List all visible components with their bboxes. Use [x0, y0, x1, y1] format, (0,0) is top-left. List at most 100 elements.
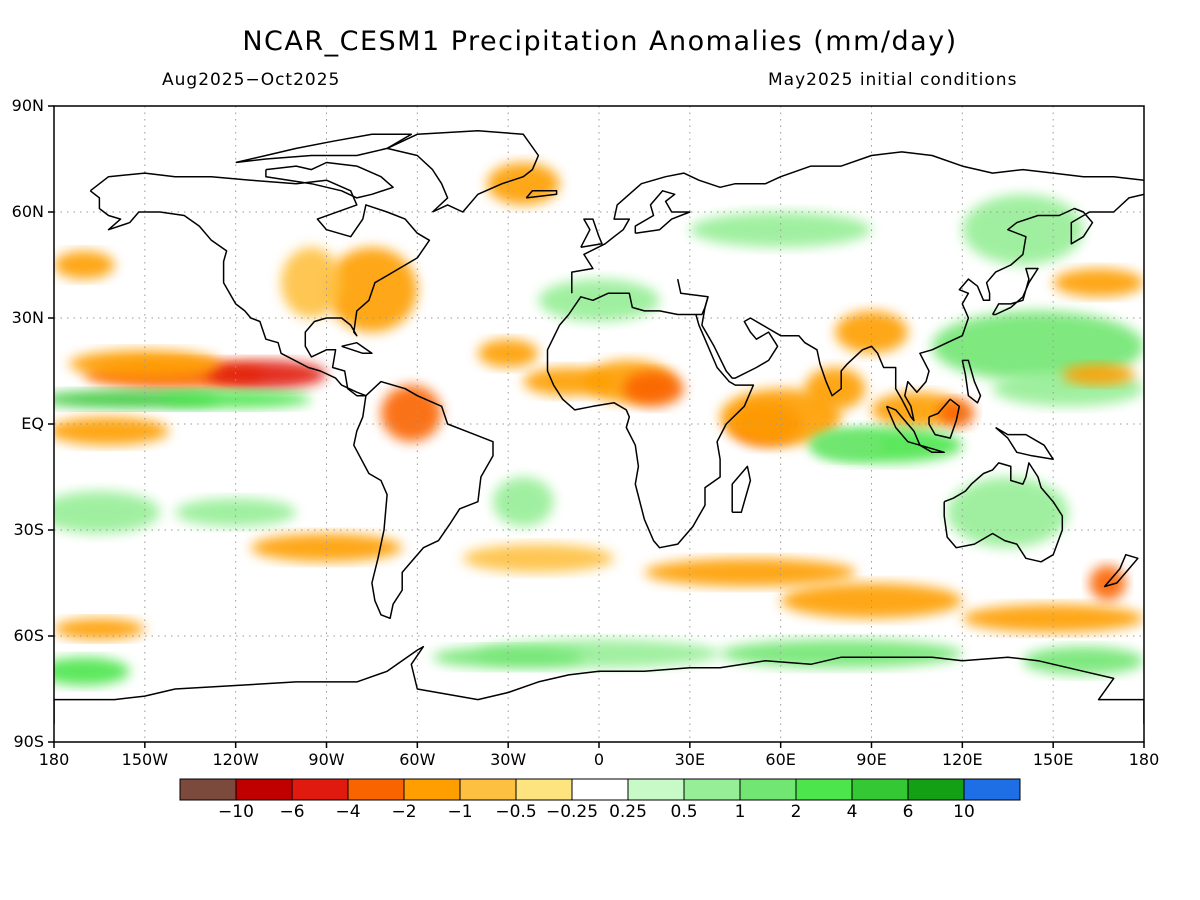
lon-label: 0	[593, 750, 605, 769]
anomaly-region	[720, 639, 963, 668]
colorbar-swatch	[235, 778, 293, 801]
anomaly-region	[54, 250, 115, 280]
anomaly-region	[175, 498, 297, 527]
coastline	[54, 645, 1144, 725]
colorbar	[179, 778, 1021, 801]
coastline	[546, 292, 755, 549]
anomaly-region	[947, 476, 1069, 548]
lon-label: 150W	[121, 750, 169, 769]
initial-conditions: May2025 initial conditions	[768, 70, 1018, 90]
lon-label: 120W	[212, 750, 259, 769]
lon-label: 30E	[674, 750, 706, 769]
lon-label: 60E	[765, 750, 796, 769]
colorbar-swatch	[515, 778, 573, 801]
anomaly-region	[250, 533, 403, 562]
colorbar-swatch	[739, 778, 797, 801]
lon-label: 30W	[490, 750, 527, 769]
anomaly-region	[381, 385, 442, 442]
coastline	[943, 462, 1064, 563]
anomaly-region	[69, 349, 221, 379]
anomaly-region	[54, 618, 145, 640]
colorbar-swatch	[291, 778, 349, 801]
coastline	[580, 218, 603, 249]
gridlines	[54, 106, 1144, 742]
colorbar-swatch	[963, 778, 1021, 801]
colorbar-label: −10	[218, 802, 254, 822]
colorbar-label: 10	[953, 802, 975, 822]
colorbar-swatch	[403, 778, 461, 801]
colorbar-swatch	[627, 778, 685, 801]
lat-label: 30S	[13, 520, 44, 539]
anomaly-region	[720, 388, 842, 446]
anomaly-region	[205, 360, 327, 389]
coastline	[634, 190, 691, 234]
coastline	[701, 193, 1144, 422]
anomaly-region	[281, 247, 342, 318]
coastline	[995, 426, 1054, 461]
axis-ticks	[48, 105, 1145, 748]
coastline	[928, 398, 961, 439]
colorbar-label: −1	[447, 802, 473, 822]
anomaly-region	[962, 194, 1084, 265]
coastline	[235, 133, 413, 164]
colorbar-swatch	[851, 778, 909, 801]
colorbar-label: −4	[335, 802, 361, 822]
anomaly-region	[623, 371, 684, 407]
lon-label: 180	[38, 750, 70, 769]
coastline	[919, 444, 945, 454]
coastline	[525, 190, 558, 199]
coastline	[265, 161, 394, 199]
coastline	[353, 380, 494, 620]
lat-label: 90N	[11, 96, 44, 115]
map-title: NCAR_CESM1 Precipitation Anomalies (mm/d…	[242, 26, 958, 57]
anomaly-region	[54, 416, 170, 446]
lon-label: 120E	[942, 750, 983, 769]
lat-label: 90S	[13, 732, 44, 751]
lat-label: 30N	[11, 308, 44, 327]
colorbar-label: −6	[279, 802, 305, 822]
anomaly-region	[462, 544, 615, 573]
lon-label: 90E	[856, 750, 887, 769]
anomaly-region	[1022, 646, 1144, 675]
anomaly-region	[835, 310, 908, 354]
colorbar-label: 1	[734, 802, 746, 822]
colorbar-swatch	[347, 778, 405, 801]
coastline	[731, 465, 752, 514]
anomaly-region	[486, 162, 560, 205]
anomaly-region	[962, 604, 1144, 633]
coastline	[676, 278, 709, 316]
colorbar-label: 6	[902, 802, 914, 822]
coastline	[991, 267, 1039, 316]
colorbar-label: −0.25	[545, 802, 599, 822]
lon-label: 150E	[1032, 750, 1074, 769]
colorbar-label: 0.25	[609, 802, 647, 822]
colorbar-label: 4	[846, 802, 858, 822]
lon-label: 90W	[308, 750, 345, 769]
coastline	[1103, 553, 1139, 588]
lon-label: 60W	[399, 750, 436, 769]
coastline	[961, 359, 982, 404]
lat-label: 60N	[11, 202, 44, 221]
coastline	[571, 151, 1144, 294]
colorbar-label: 2	[790, 802, 802, 822]
colorbar-label: −0.5	[495, 802, 537, 822]
anomaly-region	[1062, 363, 1135, 386]
coastline	[89, 172, 431, 397]
forecast-period: Aug2025−Oct2025	[162, 70, 341, 90]
coastline	[386, 129, 540, 213]
colorbar-swatch	[459, 778, 517, 801]
anomaly-region	[932, 310, 1144, 382]
anomaly-region	[1053, 268, 1144, 297]
colorbar-swatch	[179, 778, 237, 801]
colorbar-swatch	[795, 778, 853, 801]
anomaly-region	[644, 558, 857, 587]
lat-label: 60S	[13, 626, 44, 645]
lon-label: 180	[1128, 750, 1160, 769]
anomaly-region	[810, 431, 884, 460]
lat-label: EQ	[21, 414, 44, 433]
colorbar-swatch	[571, 778, 629, 801]
colorbar-label: −2	[391, 802, 417, 822]
anomaly-region	[538, 279, 660, 322]
anomaly-region	[54, 491, 160, 534]
anomaly-region	[804, 367, 866, 410]
